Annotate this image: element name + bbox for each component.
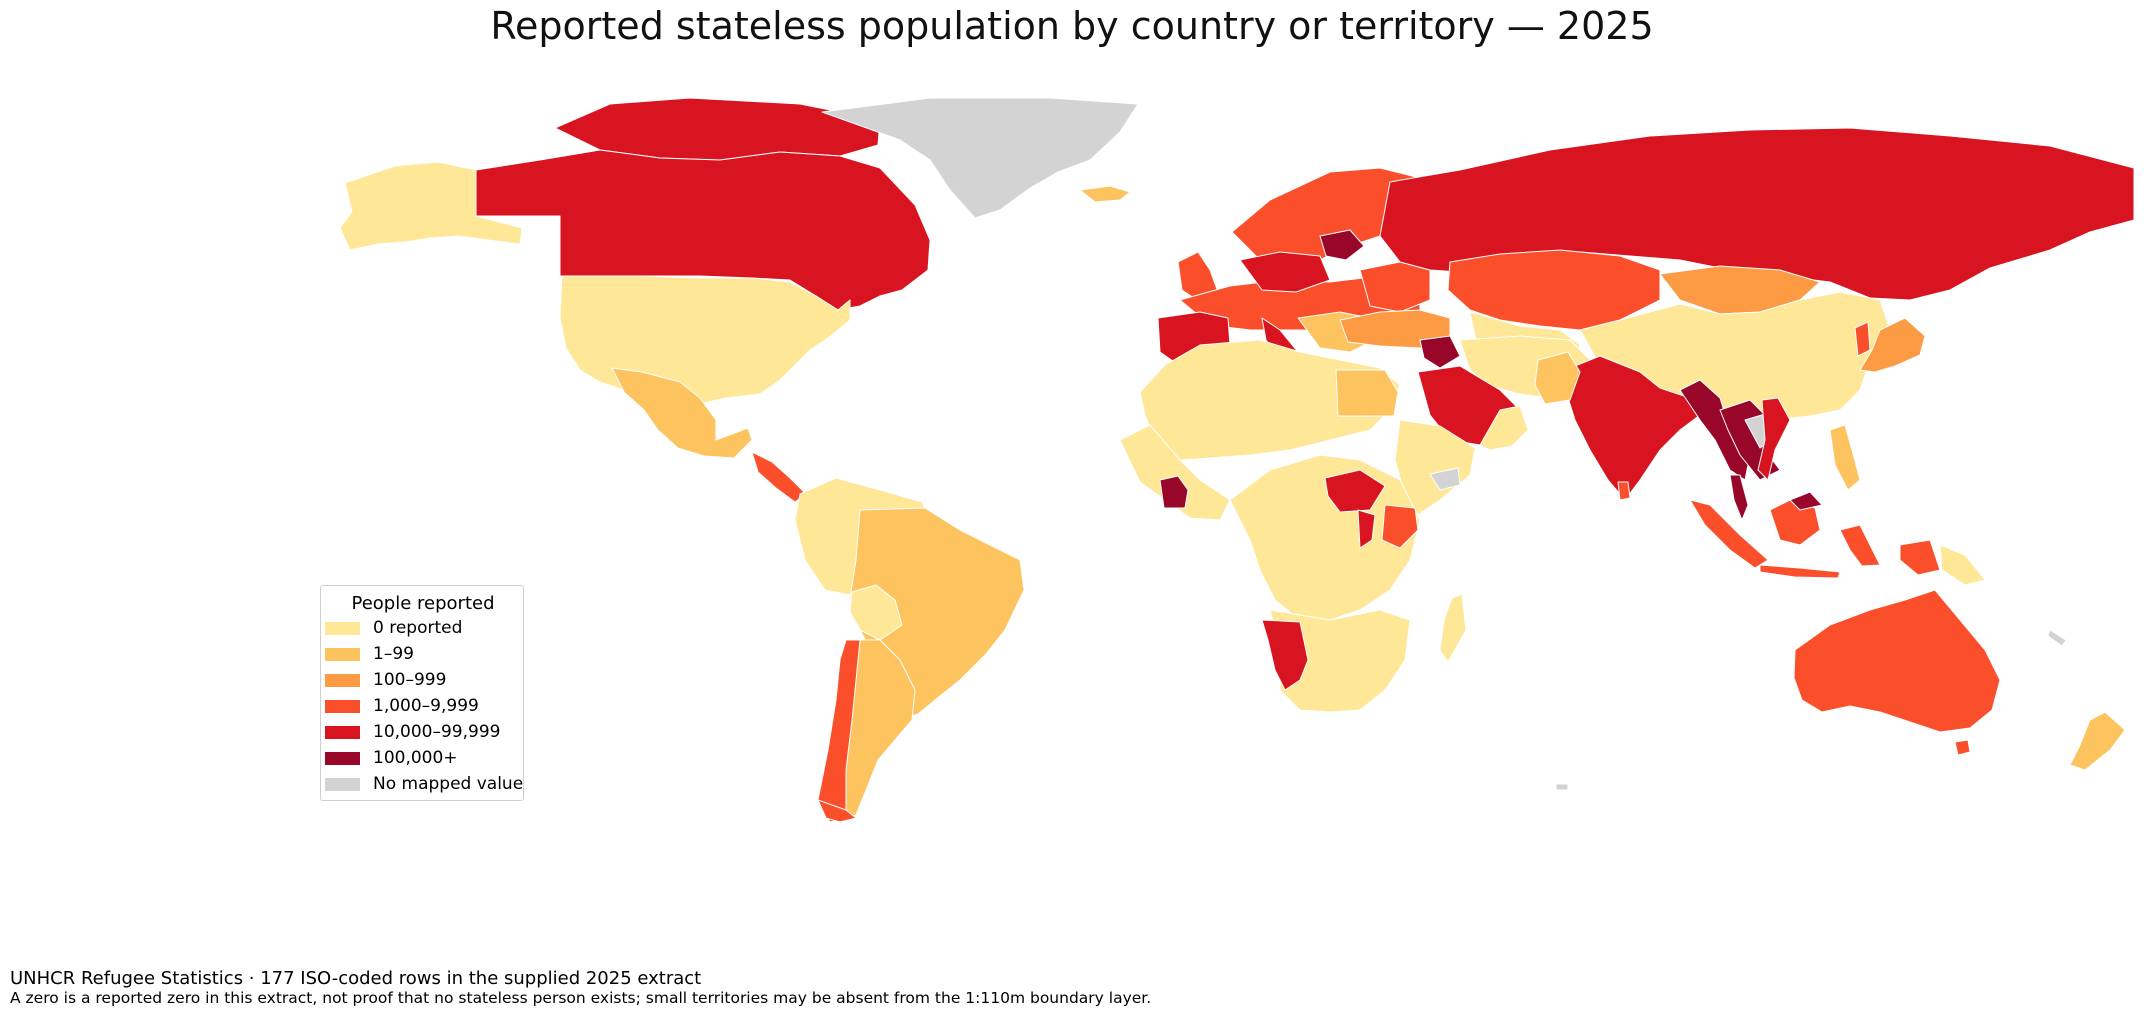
region-iceland <box>1079 185 1131 203</box>
region-west-africa <box>1119 424 1231 521</box>
region-sumatra <box>1689 499 1769 569</box>
legend-item-100-999: 100–999 <box>325 668 446 692</box>
region-baltic <box>1319 229 1365 261</box>
legend-label: No mapped value <box>373 774 524 794</box>
legend-swatch <box>325 673 360 687</box>
region-pacific-unmapped <box>2047 629 2067 647</box>
region-java <box>1759 564 1841 579</box>
region-namibia <box>1261 619 1309 691</box>
region-central-america <box>751 451 807 503</box>
region-madagascar <box>1439 593 1467 663</box>
region-tierra-del-fuego <box>817 799 857 823</box>
region-somalia-unmapped <box>1429 467 1461 491</box>
region-syria-iraq <box>1419 335 1461 369</box>
legend-swatch <box>325 777 360 791</box>
region-korea <box>1854 321 1871 357</box>
region-japan <box>1859 317 1926 373</box>
region-papua <box>1899 539 1941 576</box>
region-myanmar <box>1679 379 1751 481</box>
region-alaska <box>339 161 523 251</box>
legend-item-no-value: No mapped value <box>325 772 523 796</box>
legend-item-1-99: 1–99 <box>325 642 414 666</box>
region-sulawesi-moluccas <box>1839 524 1881 567</box>
legend-swatch <box>325 725 360 739</box>
region-antarctic-islands-unmapped <box>1555 783 1569 791</box>
legend-item-10000-99999: 10,000–99,999 <box>325 720 500 744</box>
legend-label: 0 reported <box>373 618 463 638</box>
region-vietnam <box>1757 397 1791 481</box>
legend-swatch <box>325 699 360 713</box>
region-sri-lanka <box>1617 481 1631 501</box>
legend-label: 10,000–99,999 <box>373 722 501 742</box>
legend-swatch <box>325 647 360 661</box>
region-australia <box>1793 589 2001 733</box>
map-legend: People reported 0 reported 1–99 100–999 … <box>320 585 524 801</box>
legend-label: 1,000–9,999 <box>373 696 479 716</box>
region-usa <box>559 275 851 419</box>
legend-label: 100–999 <box>373 670 447 690</box>
region-new-zealand <box>2069 711 2126 771</box>
region-png <box>1939 544 1986 586</box>
region-greenland <box>821 97 1139 219</box>
legend-item-100000-plus: 100,000+ <box>325 746 458 770</box>
region-south-sudan-car <box>1324 469 1386 513</box>
region-kenya <box>1381 504 1419 549</box>
region-bolivia <box>849 584 903 641</box>
region-arabian-gulf <box>1479 405 1529 451</box>
region-east-africa-d <box>1357 509 1376 549</box>
region-philippines <box>1829 424 1861 491</box>
legend-item-1000-9999: 1,000–9,999 <box>325 694 479 718</box>
legend-label: 1–99 <box>373 644 414 664</box>
legend-label: 100,000+ <box>373 748 458 768</box>
legend-title: People reported <box>351 593 495 614</box>
region-sabah <box>1789 491 1823 511</box>
region-central-europe <box>1239 251 1331 293</box>
legend-item-zero: 0 reported <box>325 616 462 640</box>
region-horn-of-africa <box>1394 419 1476 516</box>
region-malay-peninsula <box>1729 474 1749 521</box>
region-mexico <box>611 367 753 459</box>
region-pakistan <box>1534 351 1581 405</box>
map-title: Reported stateless population by country… <box>490 4 1654 48</box>
legend-swatch <box>325 621 360 635</box>
region-cote-divoire <box>1159 475 1189 509</box>
region-tasmania <box>1954 739 1971 756</box>
region-ukraine-region <box>1359 261 1431 313</box>
region-southern-africa <box>1269 609 1411 713</box>
region-egypt <box>1335 369 1399 417</box>
footer-source: UNHCR Refugee Statistics · 177 ISO-coded… <box>10 968 702 989</box>
legend-swatch <box>325 751 360 765</box>
footer-note: A zero is a reported zero in this extrac… <box>10 989 1152 1007</box>
region-india <box>1559 355 1701 501</box>
